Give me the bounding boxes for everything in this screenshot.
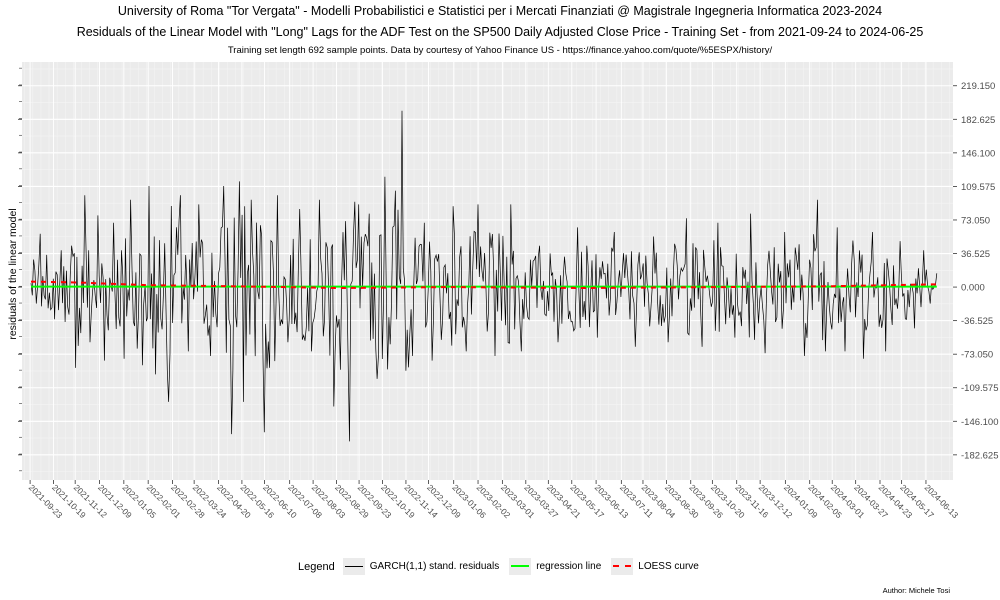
- legend-label-residuals: GARCH(1,1) stand. residuals: [369, 561, 500, 572]
- legend-label-loess: LOESS curve: [638, 561, 699, 572]
- legend-label-regression: regression line: [536, 561, 602, 572]
- plot-panel: [22, 62, 953, 480]
- y-tick-label: 109.575: [961, 182, 995, 193]
- y-tick-label: -73.050: [961, 350, 993, 361]
- chart-subtitle: Residuals of the Linear Model with "Long…: [76, 25, 924, 39]
- y-tick-label: -182.625: [961, 450, 999, 461]
- grid-major: [22, 62, 953, 480]
- y-tick-label: 73.050: [961, 215, 990, 226]
- residuals-line: [30, 110, 938, 442]
- series-group: [30, 110, 938, 442]
- y-tick-label: -36.525: [961, 316, 993, 327]
- y-tick-label: 146.100: [961, 148, 995, 159]
- loess-curve: [30, 280, 937, 290]
- chart-caption: Training set length 692 sample points. D…: [227, 45, 773, 56]
- legend-key-residuals: [342, 558, 365, 575]
- y-tick-label: 0.000: [961, 283, 985, 294]
- author-note: Author: Michele Tosi: [882, 586, 950, 595]
- y-tick-label: -146.100: [961, 417, 999, 428]
- y-tick-label: 36.525: [961, 249, 990, 260]
- y-tick-label: -109.575: [961, 383, 999, 394]
- y-tick-label: 182.625: [961, 115, 995, 126]
- chart-title: University of Roma "Tor Vergata" - Model…: [117, 4, 883, 18]
- legend: Legend GARCH(1,1) stand. residuals regre…: [298, 558, 709, 575]
- y-tick-label: 219.150: [961, 81, 995, 92]
- legend-title: Legend: [298, 560, 335, 573]
- legend-key-regression: [509, 558, 532, 575]
- legend-key-loess: [611, 558, 634, 575]
